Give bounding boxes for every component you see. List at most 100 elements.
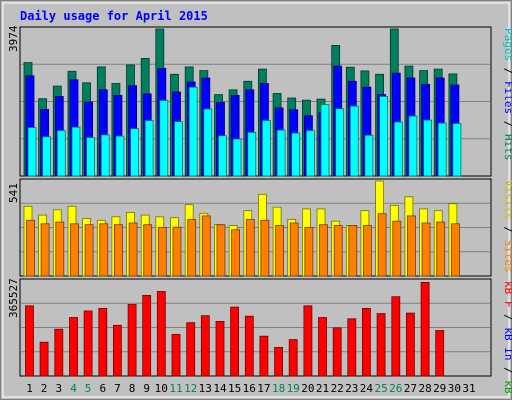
day-label-29: 29 [433,382,446,395]
day-label-25: 25 [374,382,387,395]
day-label-3: 3 [55,382,62,395]
day-label-18: 18 [272,382,285,395]
kbytes-bar-24 [361,307,371,377]
legend-part: kB In [502,327,512,360]
legend-part: kB F [502,281,512,308]
day-label-21: 21 [316,382,329,395]
sites-bar-18 [275,225,285,277]
sites-bar-19 [289,222,299,277]
pages-bar-16 [247,131,257,177]
kbytes-bar-8 [127,304,137,377]
chart-title: Daily usage for April 2015 [20,9,208,23]
day-label-31: 31 [462,382,475,395]
pages-bar-17 [261,120,271,177]
pages-bar-20 [305,130,315,177]
kbytes-bar-16 [244,315,254,377]
pages-bar-30 [452,123,462,177]
day-label-27: 27 [404,382,417,395]
legend-part: Sites [502,240,512,273]
legend-part: / [502,114,512,134]
kbytes-bar-26 [391,296,401,377]
day-label-23: 23 [345,382,358,395]
legend-part: / [502,308,512,328]
kbytes-bar-3 [54,328,64,377]
sites-bar-3 [55,221,65,277]
pages-bar-15 [232,138,242,177]
sites-bar-26 [392,220,402,277]
legend-part: / [502,361,512,381]
sites-bar-21 [319,224,328,277]
day-label-12: 12 [184,382,197,395]
sites-bar-8 [128,222,138,277]
day-label-28: 28 [418,382,431,395]
pages-bar-11 [174,121,183,177]
kbytes-bar-17 [259,335,269,377]
kbytes-bar-29 [435,330,445,377]
day-label-30: 30 [448,382,461,395]
kbytes-bar-23 [347,318,357,377]
sites-bar-1 [26,219,35,277]
pages-bar-5 [86,137,95,177]
pages-bar-28 [423,119,433,177]
sites-bar-15 [231,229,241,277]
day-label-22: 22 [331,382,344,395]
legend-pages-files-hits: Pages / Files / Hits [502,28,512,161]
kbytes-bar-7 [113,324,122,377]
day-label-17: 17 [257,382,270,395]
day-label-8: 8 [129,382,136,395]
day-label-24: 24 [360,382,374,395]
pages-bar-14 [218,135,227,177]
pages-bar-21 [320,104,330,177]
kbytes-bar-6 [98,307,108,377]
pages-bar-23 [349,105,359,177]
sites-bar-24 [362,225,372,277]
sites-bar-29 [436,221,446,277]
sites-bar-16 [245,219,255,277]
kbytes-bar-21 [318,317,327,377]
day-label-19: 19 [287,382,300,395]
sites-bar-11 [172,226,182,277]
day-label-20: 20 [301,382,314,395]
sites-bar-20 [304,226,314,277]
sites-bar-9 [143,224,153,277]
pages-bar-24 [364,134,374,177]
sites-bar-5 [84,224,94,277]
pages-bar-4 [71,126,81,177]
kbytes-ymax-label: 365527 [7,278,20,318]
day-label-11: 11 [169,382,182,395]
pages-bar-22 [335,108,345,177]
sites-bar-23 [348,224,358,277]
kbytes-bar-12 [186,322,196,377]
kbytes-bar-1 [25,305,34,377]
legend-kbytes: kB F / kB In / kB Out [502,281,512,400]
kbytes-bar-4 [69,317,78,377]
day-label-10: 10 [155,382,168,395]
pages-bar-6 [100,134,110,177]
pages-bar-13 [203,108,213,177]
day-label-26: 26 [389,382,402,395]
day-label-2: 2 [41,382,48,395]
x-axis-labels: 1 2 3 4 5 6 7 8 9 10 11 12 13 14 15 16 17 18 19 20 21 22 23 24 2… [26,382,475,395]
pages-bar-2 [42,136,51,177]
legend-part: / [502,220,512,240]
day-label-9: 9 [143,382,150,395]
day-label-4: 4 [70,382,77,395]
kbytes-bar-18 [274,346,284,377]
kbytes-bar-11 [171,333,181,377]
pages-bar-29 [437,122,447,177]
sites-bar-25 [377,213,387,277]
kbytes-bar-15 [230,306,240,377]
day-label-13: 13 [199,382,212,395]
sites-bar-2 [40,223,50,277]
kbytes-bar-10 [156,291,166,377]
kbytes-bar-5 [83,310,93,377]
sites-bar-12 [187,219,197,277]
pages-bar-18 [276,129,286,177]
sites-bar-7 [114,224,123,277]
legend-part: Files [502,81,512,114]
kbytes-bar-27 [405,312,415,377]
sites-bar-6 [99,223,109,277]
sites-bar-22 [333,225,343,277]
pages-bar-7 [115,135,125,177]
